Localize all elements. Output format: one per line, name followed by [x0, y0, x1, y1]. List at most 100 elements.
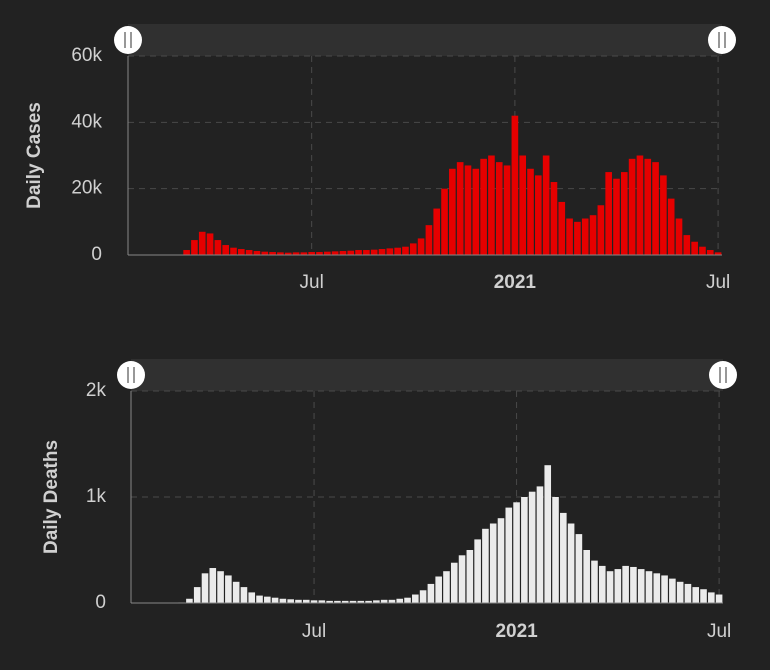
- bar: [425, 225, 433, 255]
- x-tick-label: 2021: [494, 272, 537, 293]
- range-handle[interactable]: [114, 26, 142, 54]
- y-tick-label: 1k: [86, 486, 107, 507]
- bar: [684, 583, 692, 603]
- bar: [370, 249, 378, 255]
- bar: [535, 175, 542, 255]
- bar: [245, 250, 253, 255]
- bar: [581, 218, 589, 255]
- bar: [597, 205, 605, 255]
- bar: [527, 168, 534, 255]
- bar: [683, 235, 691, 255]
- bar: [217, 571, 224, 603]
- bar: [373, 600, 380, 603]
- range-slider[interactable]: [131, 359, 723, 391]
- bar: [269, 252, 276, 255]
- bar: [386, 248, 394, 255]
- bar: [519, 155, 527, 255]
- bar: [261, 251, 269, 255]
- bar: [505, 507, 513, 603]
- bar: [326, 600, 333, 603]
- bar: [427, 583, 435, 603]
- bar: [248, 592, 256, 603]
- bar: [715, 594, 723, 603]
- bar: [480, 158, 487, 255]
- bar: [419, 590, 427, 603]
- bar: [567, 523, 575, 603]
- bar: [443, 571, 450, 603]
- bar: [636, 155, 644, 255]
- bar: [706, 250, 714, 255]
- bar: [653, 573, 661, 603]
- bar: [396, 598, 404, 603]
- bar: [482, 528, 489, 603]
- bar: [214, 240, 222, 255]
- bar: [542, 155, 550, 255]
- bar: [675, 218, 683, 255]
- bar: [605, 172, 612, 255]
- bar: [497, 518, 505, 603]
- y-tick-label: 0: [91, 244, 102, 265]
- bar: [667, 198, 675, 255]
- bar: [513, 502, 520, 603]
- bar: [714, 252, 722, 255]
- bar: [316, 252, 323, 255]
- bar: [450, 562, 458, 603]
- bar: [394, 247, 401, 255]
- y-tick-label: 60k: [71, 45, 102, 66]
- bar: [363, 250, 370, 255]
- bar: [622, 565, 629, 603]
- bar: [550, 182, 558, 255]
- range-handle[interactable]: [709, 361, 737, 389]
- bar: [295, 599, 302, 603]
- y-axis-label: Daily Cases: [24, 102, 45, 209]
- bar: [378, 249, 386, 255]
- bar: [277, 252, 284, 255]
- bar: [357, 600, 365, 603]
- y-tick-label: 40k: [71, 111, 102, 132]
- bar: [691, 241, 698, 255]
- bar: [630, 566, 637, 603]
- bar: [521, 497, 528, 603]
- bar: [583, 550, 590, 603]
- bar: [435, 576, 442, 603]
- bar: [660, 175, 667, 255]
- bar: [409, 243, 417, 255]
- bar: [528, 491, 536, 603]
- bar: [225, 575, 232, 603]
- bar: [209, 568, 217, 603]
- bar: [412, 594, 419, 603]
- range-handle[interactable]: [117, 361, 145, 389]
- bar: [449, 168, 456, 255]
- bar: [700, 589, 707, 603]
- bar: [347, 250, 355, 255]
- bar: [302, 599, 310, 603]
- bar: [652, 162, 659, 255]
- bar: [511, 115, 519, 255]
- bar: [488, 155, 495, 255]
- bar: [417, 238, 425, 255]
- range-slider[interactable]: [128, 24, 722, 56]
- bar: [279, 598, 287, 603]
- bar: [458, 555, 466, 603]
- bar: [240, 587, 248, 603]
- bar: [699, 246, 706, 255]
- bar: [183, 250, 190, 255]
- bar: [456, 162, 464, 255]
- bar: [598, 565, 606, 603]
- bar: [676, 581, 684, 603]
- bar: [558, 201, 566, 255]
- bar: [198, 231, 206, 255]
- bar: [222, 245, 230, 255]
- bar: [402, 246, 409, 255]
- bar: [669, 578, 676, 603]
- range-handle[interactable]: [708, 26, 736, 54]
- bar: [495, 162, 503, 255]
- bar: [323, 251, 331, 255]
- bar: [365, 600, 372, 603]
- bar: [339, 251, 347, 255]
- bar: [613, 178, 620, 255]
- bar: [589, 215, 597, 255]
- bar: [349, 600, 357, 603]
- bar: [552, 497, 559, 603]
